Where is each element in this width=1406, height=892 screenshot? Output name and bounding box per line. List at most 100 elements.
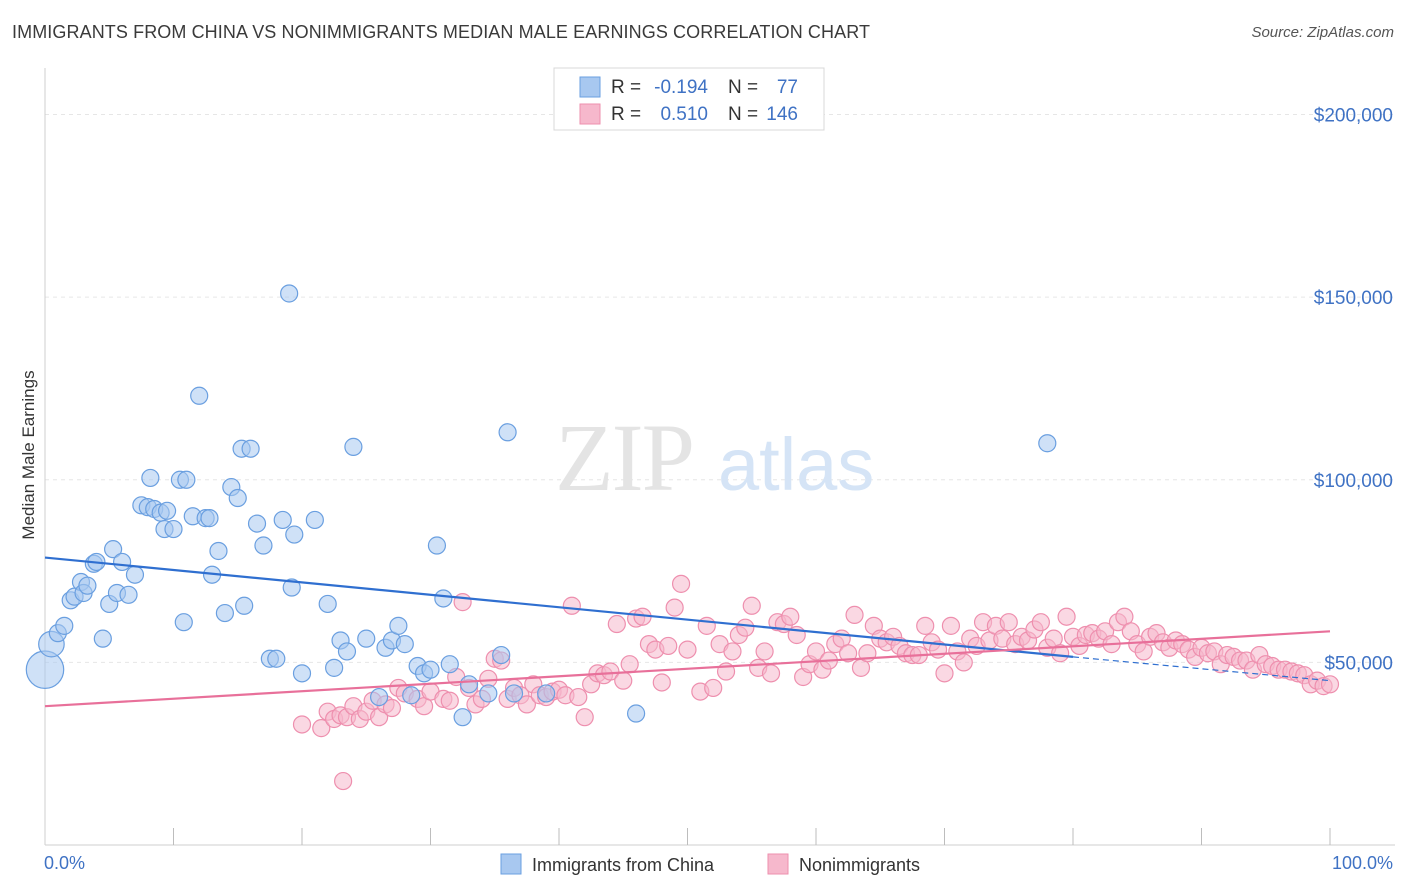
china-point (395, 635, 414, 654)
nonimmigrant-point (601, 662, 620, 681)
china-point (357, 629, 376, 648)
nonimmigrant-point (671, 574, 691, 593)
nonimmigrant-point (755, 642, 774, 661)
nonimmigrant-point (312, 719, 331, 738)
china-point (112, 552, 132, 572)
nonimmigrant-point (562, 596, 581, 615)
china-point (273, 510, 292, 530)
nonimmigrant-point (1320, 675, 1340, 694)
china-point (78, 576, 97, 595)
nonimmigrant-point (292, 715, 312, 734)
china-point (325, 658, 344, 677)
nonimmigrant-point (916, 616, 935, 635)
chart-title: IMMIGRANTS FROM CHINA VS NONIMMIGRANTS M… (12, 22, 871, 42)
legend-r-label-blue: R = (611, 77, 641, 98)
china-point (337, 642, 357, 661)
china-point (421, 660, 440, 679)
nonimmigrant-point (659, 636, 678, 656)
china-point (318, 594, 337, 614)
trend-lines (44, 556, 1331, 708)
china-point (459, 675, 479, 694)
nonimmigrant-point (736, 618, 755, 637)
china-point (209, 541, 228, 561)
nonimmigrant-point (614, 671, 633, 690)
china-point (292, 664, 312, 683)
legend-r-label-pink: R = (611, 104, 641, 125)
china-point (125, 565, 145, 584)
nonimmigrant-point (761, 664, 781, 683)
legend-n-value-pink: 146 (766, 104, 798, 125)
axes (44, 68, 1395, 846)
china-point (93, 629, 112, 648)
china-point (492, 645, 511, 665)
nonimmigrant-point (1057, 607, 1076, 626)
china-point (190, 386, 209, 405)
x-tick-label-max: 100.0% (1332, 853, 1393, 873)
nonimmigrant-point (954, 653, 973, 672)
nonimmigrant-point (845, 605, 864, 625)
svg-text:atlas: atlas (718, 423, 874, 506)
legend-n-value-blue: 77 (777, 77, 798, 98)
source-label: Source: ZipAtlas.com (1251, 24, 1394, 41)
y-tick-label: $100,000 (1314, 471, 1393, 492)
nonimmigrant-point (665, 598, 684, 617)
nonimmigrant-point (620, 655, 639, 674)
china-point (177, 470, 196, 489)
legend-nonimmigrants-swatch (767, 853, 789, 875)
nonimmigrant-point (575, 708, 594, 727)
nonimmigrant-point (704, 678, 723, 698)
china-point (453, 708, 472, 727)
legend-n-label-blue: N = (728, 77, 758, 98)
nonimmigrant-point (517, 695, 536, 714)
y-tick-label: $200,000 (1314, 106, 1393, 127)
china-point (498, 423, 517, 442)
series-legend: Immigrants from China Nonimmigrants (500, 853, 920, 875)
china-point (305, 510, 324, 530)
nonimmigrant-point (569, 687, 588, 707)
nonimmigrant-point (781, 607, 800, 626)
nonimmigrant-point (806, 642, 826, 661)
x-ticks (173, 828, 1331, 845)
y-axis-title: Median Male Earnings (19, 370, 38, 539)
china-point (626, 704, 646, 723)
china-point (104, 540, 123, 559)
nonimmigrant-point (999, 613, 1018, 632)
nonimmigrant-point (382, 698, 402, 718)
y-tick-labels: $50,000 $100,000 $150,000 $200,000 (1314, 106, 1393, 675)
china-point (285, 525, 304, 544)
china-point (174, 613, 193, 632)
china-point (254, 536, 273, 555)
legend-n-label-pink: N = (728, 104, 758, 125)
china-point (402, 686, 421, 705)
china-point (434, 589, 453, 608)
svg-text:ZIP: ZIP (555, 404, 693, 511)
china-point (370, 687, 389, 707)
china-point (119, 585, 138, 604)
china-point (389, 616, 408, 635)
china-point (440, 655, 459, 674)
china-point (344, 437, 363, 456)
china-point (504, 684, 524, 703)
china-point (228, 488, 247, 508)
immigrants-china-points (25, 284, 1057, 727)
china-point (267, 649, 286, 668)
china-point (25, 650, 65, 689)
china-point (280, 284, 299, 303)
china-trend-extension (1072, 656, 1331, 682)
nonimmigrant-point (941, 616, 961, 635)
china-point (164, 519, 183, 539)
legend-r-value-blue: -0.194 (654, 77, 708, 98)
nonimmigrant-point (678, 640, 697, 659)
china-point (200, 509, 219, 528)
nonimmigrant-point (935, 664, 954, 683)
x-tick-label-min: 0.0% (44, 853, 85, 873)
china-point (235, 596, 254, 615)
nonimmigrant-point (453, 593, 472, 612)
nonimmigrant-point (440, 691, 459, 710)
legend-immigrants-label: Immigrants from China (532, 855, 715, 875)
china-point (427, 536, 447, 555)
china-point (1038, 434, 1057, 453)
nonimmigrant-point (334, 771, 353, 791)
china-point (215, 603, 234, 623)
